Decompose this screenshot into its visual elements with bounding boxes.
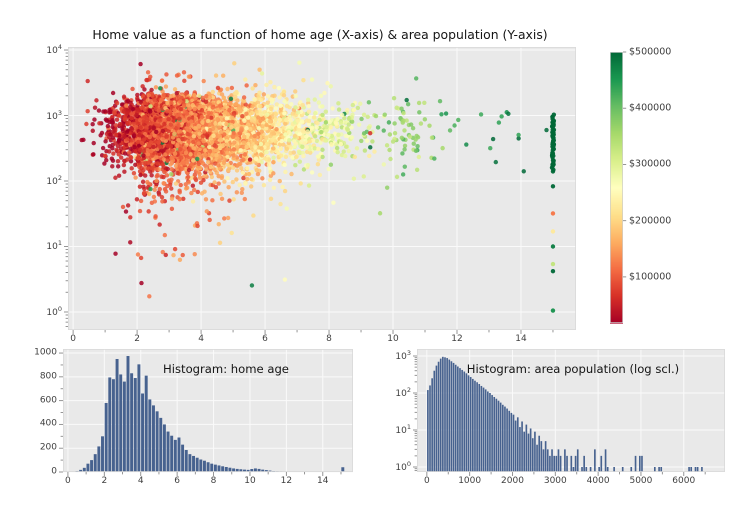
main-x-tick-label: 6: [262, 333, 268, 344]
colorbar-tick-label: $100000: [629, 271, 672, 283]
main-x-tick-label: 2: [134, 333, 140, 344]
hist-age-x-tick-label: 4: [137, 475, 144, 486]
colorbar-tick-label: $200000: [629, 214, 672, 226]
colorbar-tick-label: $500000: [629, 46, 672, 58]
main-x-tick-label: 12: [451, 333, 463, 344]
hist-age-x-tick-label: 2: [101, 475, 108, 486]
main-x-tick-label: 4: [198, 333, 204, 344]
hist-pop-y-tick-label: 100: [395, 460, 411, 473]
main-x-tick-label: 0: [70, 333, 76, 344]
hist-pop-x-tick-label: 5000: [629, 475, 653, 486]
hist-age-y-tick-label: 0: [51, 466, 57, 477]
log-exponent: 2: [406, 385, 411, 394]
hist-pop-y-tick-label: 103: [395, 348, 411, 362]
hist-age-x-tick-label: 12: [280, 475, 293, 486]
hist-age-y-tick-label: 400: [39, 418, 57, 429]
log-exponent: 3: [57, 108, 62, 117]
main-y-tick-label: 104: [46, 43, 62, 56]
hist-pop-x-tick-label: 2000: [501, 475, 524, 486]
log-exponent: 2: [57, 174, 62, 182]
main-x-tick-label: 8: [326, 333, 332, 344]
hist-age-x-tick-label: 10: [244, 475, 256, 486]
colorbar-tick-label: $400000: [629, 102, 672, 114]
hist-pop-y-tick-label: 102: [395, 385, 411, 399]
main-y-tick-label: 101: [46, 239, 62, 253]
hist-age-x-tick-label: 0: [65, 475, 71, 486]
hist-pop-x-tick-label: 4000: [586, 475, 610, 486]
hist-pop-x-tick-label: 6000: [672, 475, 696, 486]
hist-age-x-tick-label: 8: [210, 475, 217, 486]
main-chart-title: Home value as a function of home age (X-…: [92, 27, 548, 42]
log-exponent: 0: [57, 304, 62, 313]
log-exponent: 1: [406, 423, 411, 431]
log-exponent: 0: [406, 460, 411, 468]
hist-age-y-tick-label: 800: [39, 371, 57, 382]
main-y-tick-label: 103: [46, 108, 62, 122]
main-y-tick-label: 100: [46, 304, 62, 318]
main-x-tick-label: 10: [387, 333, 399, 344]
hist-pop-x-tick-label: 0: [423, 475, 430, 486]
hist-age-x-tick-label: 6: [174, 475, 181, 486]
hist-age-y-tick-label: 600: [39, 395, 57, 406]
main-y-tick-label: 102: [46, 174, 62, 187]
hist-age-x-tick-label: 14: [317, 475, 329, 486]
hist-age-y-tick-label: 200: [39, 442, 57, 453]
colorbar-tick-label: $300000: [629, 158, 672, 170]
log-exponent: 4: [57, 43, 62, 51]
log-exponent: 1: [57, 239, 62, 248]
hist-age-y-tick-label: 1000: [34, 347, 57, 358]
main-x-tick-label: 14: [515, 333, 527, 344]
hist-pop-x-tick-label: 3000: [543, 475, 567, 486]
hist-pop-x-tick-label: 1000: [458, 475, 482, 486]
hist-pop-title: Histogram: area population (log scl.): [466, 362, 680, 376]
log-exponent: 3: [406, 348, 411, 357]
hist-age-title: Histogram: home age: [163, 362, 289, 376]
hist-pop-y-tick-label: 101: [395, 423, 411, 436]
